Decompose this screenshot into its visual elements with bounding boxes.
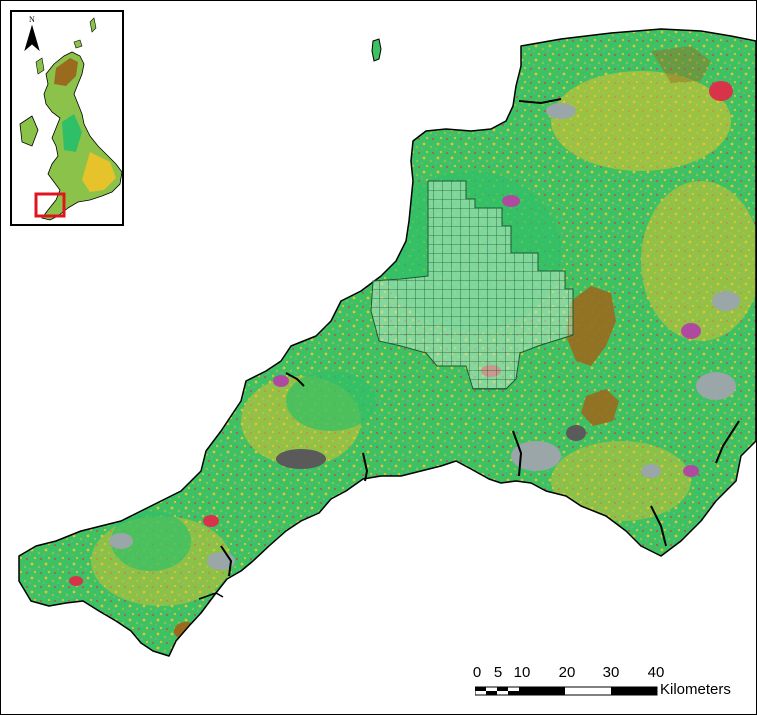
scale-label-30: 30 xyxy=(602,664,620,681)
urban-north-coast xyxy=(546,103,576,119)
grassland-bodmin xyxy=(286,371,376,431)
dark-area-dartmoor xyxy=(566,425,586,441)
orkney xyxy=(73,39,83,49)
woodland-red-west xyxy=(203,515,219,527)
ireland-fragment xyxy=(19,115,39,147)
estuary-tamar xyxy=(512,430,523,477)
inset-svg xyxy=(19,17,122,221)
estuary-exe xyxy=(715,420,740,464)
scale-label-20: 20 xyxy=(558,664,576,681)
estuary-dart xyxy=(650,505,667,547)
dartmoor-heath-south xyxy=(581,389,619,426)
study-region-highlight xyxy=(34,192,66,218)
lundy-island xyxy=(371,38,382,62)
north-label: N xyxy=(29,15,35,24)
dartmoor-heath xyxy=(566,286,616,366)
estuary-fowey xyxy=(362,452,369,482)
estuary-camel xyxy=(285,372,305,387)
moor-magenta-north xyxy=(502,195,520,207)
moor-magenta-east xyxy=(681,323,701,339)
urban-exeter xyxy=(696,372,736,400)
shetland xyxy=(89,17,97,33)
scale-label-40: 40 xyxy=(647,664,665,681)
inset-locator-map: N xyxy=(10,10,124,226)
study-area-grid xyxy=(370,180,574,390)
grassland-west xyxy=(111,511,191,571)
heath-cornwall-south xyxy=(174,622,198,640)
gb-highlands xyxy=(54,58,78,86)
estuary-fal xyxy=(220,545,233,577)
dark-area-bodmin xyxy=(276,449,326,469)
yellow-fields-north xyxy=(551,71,731,171)
yellow-fields-east xyxy=(641,181,756,341)
scale-units: Kilometers xyxy=(660,681,731,698)
scale-bar xyxy=(475,686,658,696)
yellow-fields-south xyxy=(551,441,691,521)
woodland-red-south xyxy=(553,496,569,506)
hebrides xyxy=(35,57,45,75)
urban-torbay xyxy=(641,464,661,478)
woodland-red-east xyxy=(709,81,733,101)
estuary-helford xyxy=(198,592,224,600)
gb-midlands-green xyxy=(62,114,82,152)
urban-west-cornwall xyxy=(109,533,133,549)
south-west-peninsula xyxy=(18,28,756,657)
north-arrow-icon xyxy=(24,24,40,52)
gb-lowlands-yellow xyxy=(82,152,116,192)
scale-label-0: 0 xyxy=(472,664,482,681)
urban-plymouth xyxy=(511,441,561,471)
moor-magenta-south xyxy=(683,465,699,477)
coastline xyxy=(18,28,756,657)
scale-label-5: 5 xyxy=(493,664,503,681)
estuary-taw xyxy=(518,98,562,105)
urban-east xyxy=(712,291,740,311)
moor-magenta-west xyxy=(273,375,289,387)
scale-bar-labels: 0 5 10 20 30 40 xyxy=(469,664,749,682)
scale-label-10: 10 xyxy=(513,664,531,681)
exmoor-heath xyxy=(651,46,711,83)
woodland-red-far-west xyxy=(69,576,83,586)
